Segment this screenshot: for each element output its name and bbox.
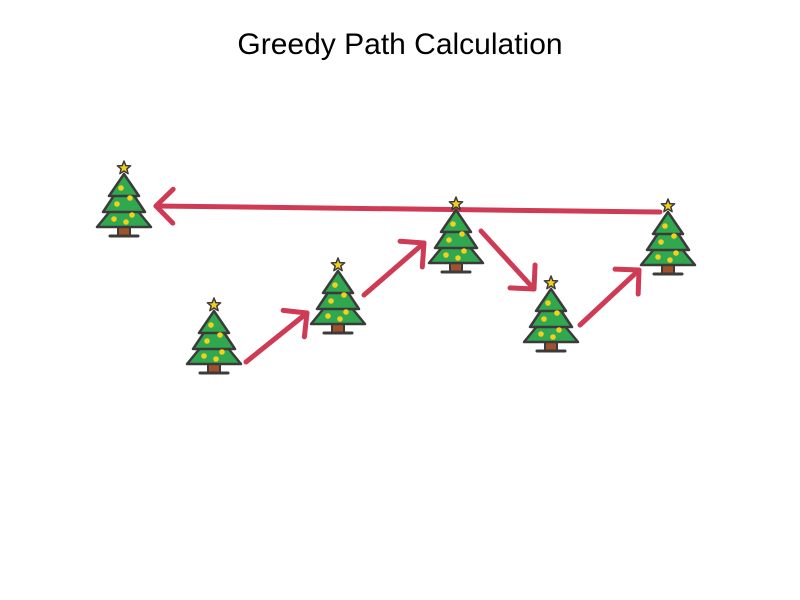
christmas-tree-icon <box>427 196 485 274</box>
christmas-tree-icon <box>185 297 243 375</box>
christmas-tree-icon <box>309 257 367 335</box>
christmas-tree-icon <box>639 198 697 276</box>
path-arrow <box>153 186 663 226</box>
christmas-tree-icon <box>95 160 153 238</box>
path-arrows <box>153 186 663 365</box>
diagram-title: Greedy Path Calculation <box>237 28 563 61</box>
arrow-head <box>507 262 538 292</box>
path-arrow <box>577 266 642 328</box>
path-arrow <box>361 238 427 298</box>
tree-nodes <box>95 160 697 375</box>
path-arrow <box>243 307 310 365</box>
arrow-head <box>612 266 642 297</box>
arrow-head <box>280 307 310 340</box>
path-arrow <box>478 228 538 292</box>
arrow-head <box>153 186 176 226</box>
arrow-head <box>397 238 427 270</box>
christmas-tree-icon <box>522 275 580 353</box>
